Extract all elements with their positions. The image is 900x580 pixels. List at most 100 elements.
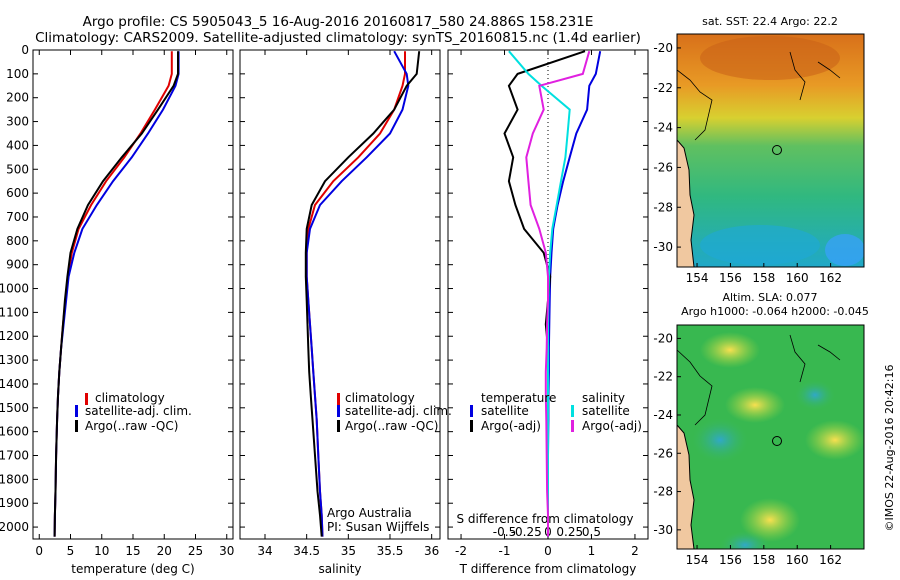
legend-temperature-title: temperature — [481, 391, 556, 405]
map-y-tick-label: -28 — [653, 485, 673, 499]
x-tick-label: 35 — [341, 544, 356, 558]
sst-map-frame — [676, 33, 865, 268]
x-tick-label: -1 — [499, 544, 511, 558]
legend-sal-argo-label: Argo(-adj) — [582, 419, 642, 433]
x-axis-label: salinity — [318, 562, 361, 576]
legend-climatology-swatch — [337, 393, 340, 405]
map-x-tick-label: 160 — [786, 271, 809, 285]
y-tick-label: 1600 — [0, 425, 29, 439]
sst-map: sat. SST: 22.4 Argo: 22.2 154 156 158 160 16… — [653, 15, 865, 285]
sst-map-title: sat. SST: 22.4 Argo: 22.2 — [702, 15, 838, 28]
annotation-line2: PI: Susan Wijffels — [327, 520, 429, 534]
x-tick-label: 35.5 — [377, 544, 404, 558]
y-tick-label: 2000 — [0, 520, 29, 534]
map-x-tick-label: 156 — [719, 271, 742, 285]
y-tick-label: 1700 — [0, 449, 29, 463]
map-x-tick-label: 160 — [786, 553, 809, 567]
x-tick-label: 34.5 — [293, 544, 320, 558]
legend-temp-argo-label: Argo(-adj) — [481, 419, 541, 433]
x-tick-label: 0 — [544, 544, 552, 558]
legend-salinity-title: salinity — [582, 391, 625, 405]
title-line1: Argo profile: CS 5905043_5 16-Aug-2016 2… — [83, 14, 594, 30]
x-tick-label: 10 — [94, 544, 109, 558]
sla-land-coast — [677, 424, 695, 549]
legend-climatology-label: climatology — [345, 391, 415, 405]
x-axis-label: T difference from climatology — [459, 562, 637, 576]
y-tick-label: 1900 — [0, 496, 29, 510]
y-tick-label: 800 — [6, 234, 29, 248]
map-y-tick-label: -22 — [653, 81, 673, 95]
map-y-tick-label: -24 — [653, 121, 673, 135]
y-tick-label: 0 — [21, 43, 29, 57]
secondary-tick-label: 0.25 — [556, 525, 583, 539]
y-tick-label: 500 — [6, 162, 29, 176]
y-tick-label: 1400 — [0, 377, 29, 391]
legend-satellite-swatch — [75, 405, 78, 417]
y-tick-label: 1000 — [0, 282, 29, 296]
title-line2: Climatology: CARS2009. Satellite-adjuste… — [35, 30, 641, 46]
y-tick-label: 300 — [6, 115, 29, 129]
sst-map-axes: 154 156 158 160 162 -20 -22 -24 -26 -28 -30 — [653, 41, 842, 285]
x-tick-label: 34 — [257, 544, 272, 558]
sst-warm-patch — [700, 36, 840, 80]
sla-low-patch — [692, 418, 748, 462]
temperature-panel: 0 5 10 15 20 25 300100200300400500600700800900… — [0, 43, 234, 576]
legend-sal-satellite-label: satellite — [582, 404, 630, 418]
legend-sal-satellite-swatch — [571, 405, 574, 417]
map-y-tick-label: -20 — [653, 41, 673, 55]
map-x-tick-label: 156 — [719, 553, 742, 567]
legend-argo-label: Argo(..raw -QC) — [345, 419, 438, 433]
map-y-tick-label: -24 — [653, 408, 673, 422]
series-line-argo-raw-qc- — [304, 51, 421, 537]
y-tick-label: 1300 — [0, 353, 29, 367]
legend-sal-argo-swatch — [571, 420, 574, 432]
sla-low-patch — [795, 380, 835, 410]
x-tick-label: 15 — [125, 544, 140, 558]
plot-frame — [239, 49, 441, 540]
y-tick-label: 100 — [6, 67, 29, 81]
x-tick-label: 5 — [67, 544, 75, 558]
legend-temp-satellite-swatch — [470, 405, 473, 417]
difference-legend: temperature satellite Argo(-adj) salinit… — [470, 391, 642, 433]
salinity-panel: 34 34.5 35 35.5 36 salinity — [239, 49, 441, 576]
y-tick-label: 1800 — [0, 472, 29, 486]
x-tick-label: 1 — [588, 544, 596, 558]
y-tick-label: 1100 — [0, 305, 29, 319]
map-y-tick-label: -20 — [653, 331, 673, 345]
x-tick-label: 20 — [157, 544, 172, 558]
x-tick-label: 2 — [631, 544, 639, 558]
sla-map-subtitle: Argo h1000: -0.064 h2000: -0.045 — [681, 305, 869, 318]
sla-map: Altim. SLA: 0.077 Argo h1000: -0.064 h20… — [653, 291, 869, 567]
legend-climatology-swatch — [85, 393, 88, 405]
argo-location-marker — [772, 436, 782, 446]
map-y-tick-label: -28 — [653, 200, 673, 214]
y-tick-label: 400 — [6, 138, 29, 152]
y-tick-label: 600 — [6, 186, 29, 200]
sla-map-axes: 154 156 158 160 162 -20 -22 -24 -26 -28 -30 — [653, 331, 842, 567]
y-tick-label: 1500 — [0, 401, 29, 415]
sla-island-outline — [789, 334, 841, 383]
x-tick-label: 25 — [188, 544, 203, 558]
salinity-legend: climatology satellite-adj. clim. Argo(..… — [327, 391, 452, 534]
sla-high-patch — [805, 420, 864, 460]
sst-island-outline — [789, 51, 841, 101]
y-tick-label: 900 — [6, 258, 29, 272]
sla-low-patch — [720, 531, 770, 549]
sla-reef-outline — [677, 349, 713, 426]
x-tick-label: -2 — [455, 544, 467, 558]
difference-panel: -2 -1 0 1 2 T difference from climatology S di… — [447, 49, 649, 576]
x-tick-label: 30 — [219, 544, 234, 558]
legend-satellite-swatch — [337, 405, 340, 417]
x-tick-label: 0 — [35, 544, 43, 558]
sla-map-frame — [676, 324, 865, 550]
sla-map-title: Altim. SLA: 0.077 — [722, 291, 817, 304]
sst-land-coast — [677, 139, 695, 267]
sla-high-patch — [700, 332, 760, 368]
plot-frame — [32, 49, 234, 540]
legend-argo-swatch — [337, 420, 340, 432]
map-y-tick-label: -22 — [653, 370, 673, 384]
y-tick-label: 200 — [6, 91, 29, 105]
map-x-tick-label: 154 — [686, 271, 709, 285]
y-tick-label: 700 — [6, 210, 29, 224]
